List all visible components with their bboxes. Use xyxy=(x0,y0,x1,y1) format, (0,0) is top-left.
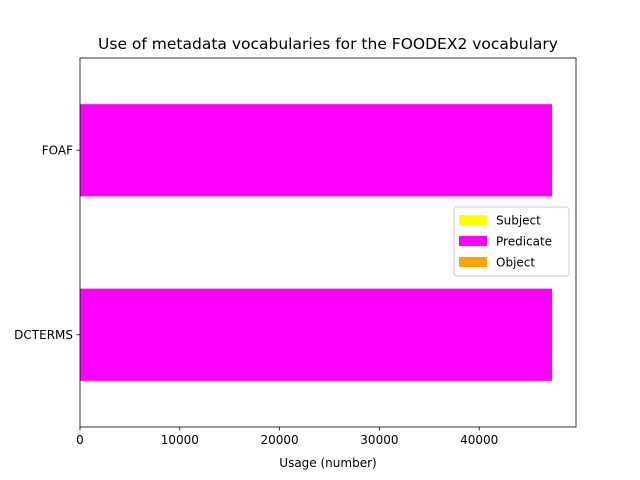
y-tick-label: FOAF xyxy=(42,144,73,158)
legend-swatch-object xyxy=(459,257,487,267)
bar-predicate-foaf xyxy=(80,104,553,197)
x-tick-label: 10000 xyxy=(161,433,199,447)
x-tick-label: 30000 xyxy=(360,433,398,447)
x-tick-label: 0 xyxy=(76,433,84,447)
legend-label-predicate: Predicate xyxy=(496,235,552,249)
legend: Subject Predicate Object xyxy=(453,206,570,277)
x-axis-label: Usage (number) xyxy=(279,456,376,470)
legend-swatch-predicate xyxy=(459,236,487,246)
chart-title: Use of metadata vocabularies for the FOO… xyxy=(98,35,558,53)
legend-swatch-subject xyxy=(459,215,487,225)
legend-label-subject: Subject xyxy=(496,214,541,228)
x-axis: 0 10000 20000 30000 40000 xyxy=(76,427,498,447)
plot-frame xyxy=(79,57,577,428)
bar-predicate-dcterms xyxy=(80,288,553,381)
y-axis: DCTERMS FOAF xyxy=(14,144,80,342)
bars-group xyxy=(80,104,553,381)
x-tick-label: 20000 xyxy=(261,433,299,447)
legend-label-object: Object xyxy=(496,256,535,270)
y-tick-label: DCTERMS xyxy=(14,328,73,342)
x-tick-label: 40000 xyxy=(460,433,498,447)
